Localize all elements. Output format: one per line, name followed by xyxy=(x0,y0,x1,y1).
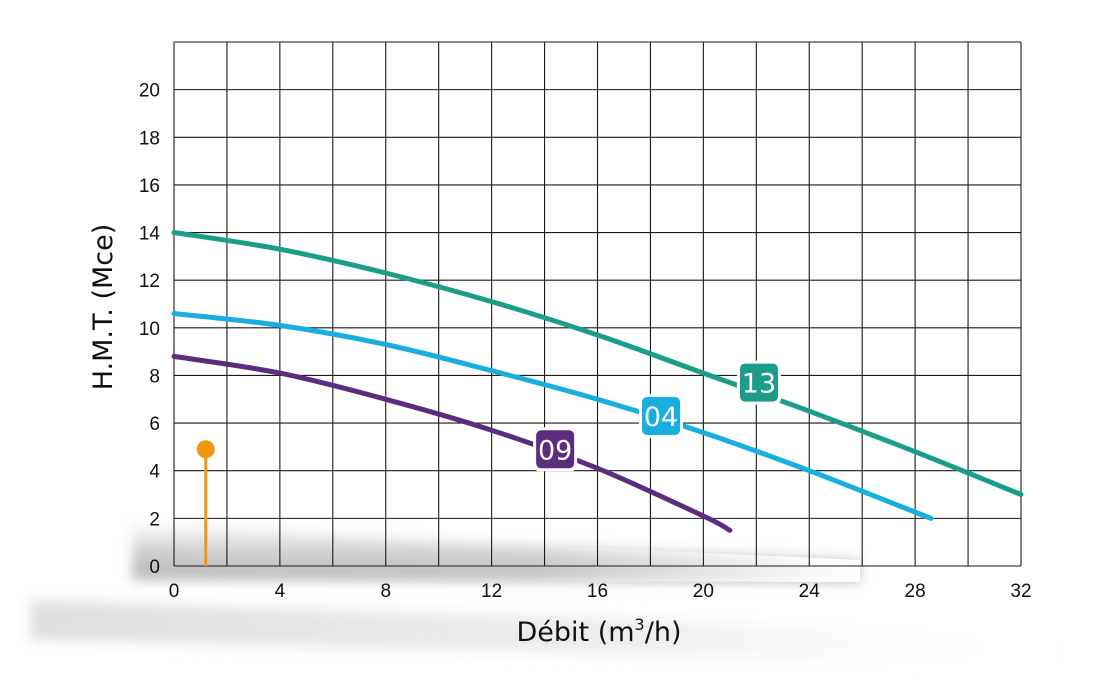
y-tick-label: 0 xyxy=(149,557,160,578)
x-axis-title: Débit (m3/h) xyxy=(517,615,682,648)
y-tick-label: 14 xyxy=(139,224,161,245)
y-tick-label: 20 xyxy=(139,81,160,102)
curve-label-box xyxy=(739,363,778,402)
curve-label-04: 04 xyxy=(639,393,684,438)
curves xyxy=(171,230,1024,533)
y-axis-ticks: 0 2 4 6 8 10 12 14 16 18 20 xyxy=(139,81,161,578)
curve-label-13: 13 xyxy=(736,360,781,405)
y-axis-title: H.M.T. (Mce) xyxy=(88,224,119,391)
operating-point-marker xyxy=(196,440,215,566)
curve-09 xyxy=(171,353,733,533)
y-tick-label: 6 xyxy=(149,414,160,435)
x-tick-label: 32 xyxy=(1010,581,1031,602)
grid xyxy=(173,41,1022,567)
y-tick-label: 10 xyxy=(139,319,160,340)
x-tick-label: 8 xyxy=(380,581,391,602)
curve-label-text: 13 xyxy=(742,369,776,400)
curve-label-09: 09 xyxy=(533,427,578,472)
x-axis-title-main: Débit (m xyxy=(517,617,635,648)
y-tick-label: 18 xyxy=(139,128,160,149)
x-tick-label: 28 xyxy=(905,581,926,602)
curve-04 xyxy=(171,311,934,521)
x-tick-label: 12 xyxy=(481,581,502,602)
curve-label-box xyxy=(642,396,681,435)
x-axis-title-tail: /h) xyxy=(645,617,682,648)
curve-13 xyxy=(171,230,1024,497)
y-tick-label: 12 xyxy=(139,271,160,292)
y-tick-label: 4 xyxy=(149,462,160,483)
y-tick-label: 2 xyxy=(149,509,160,530)
curve-label-box xyxy=(536,430,575,469)
curve-label-text: 09 xyxy=(538,435,572,466)
marker-dot xyxy=(196,440,215,459)
x-axis-title-superscript: 3 xyxy=(635,615,645,634)
y-tick-label: 8 xyxy=(149,366,160,387)
x-axis-ticks: 0 4 8 12 16 20 24 28 32 xyxy=(169,581,1032,602)
y-tick-label: 16 xyxy=(139,176,160,197)
x-tick-label: 20 xyxy=(693,581,714,602)
x-tick-label: 24 xyxy=(799,581,821,602)
x-tick-label: 16 xyxy=(587,581,608,602)
x-tick-label: 4 xyxy=(275,581,286,602)
curve-labels: 13 04 09 xyxy=(533,360,781,472)
x-tick-label: 0 xyxy=(169,581,180,602)
curve-label-text: 04 xyxy=(644,402,678,433)
